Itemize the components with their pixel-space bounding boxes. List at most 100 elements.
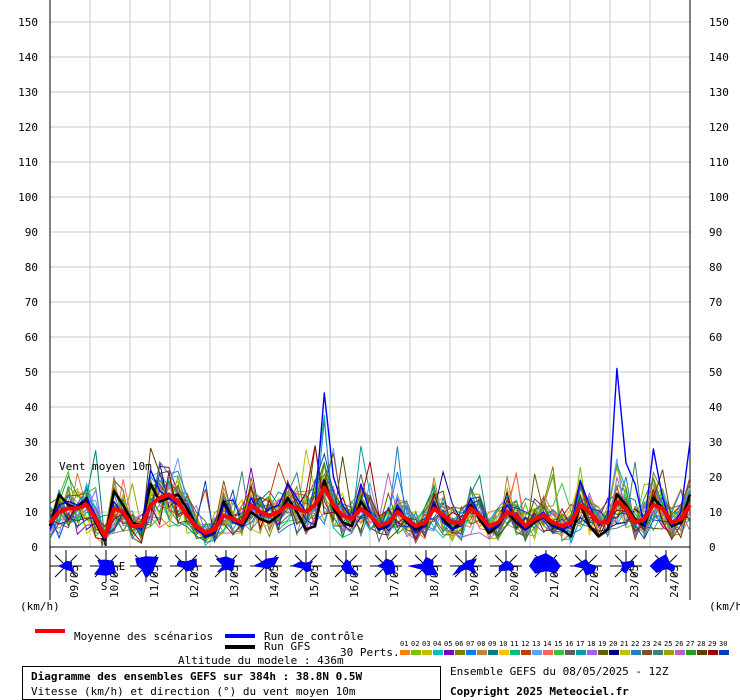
run-info: Ensemble GEFS du 08/05/2025 - 12Z xyxy=(450,665,669,678)
perturbation-id: 06 xyxy=(455,640,464,648)
perturbation-swatch xyxy=(554,650,564,655)
perturbation-id: 24 xyxy=(653,640,662,648)
perturbation-swatch xyxy=(609,650,619,655)
perturbation-swatch xyxy=(675,650,685,655)
perturbation-swatch xyxy=(411,650,421,655)
perturbation-swatch xyxy=(620,650,630,655)
perturbation-id: 13 xyxy=(532,640,541,648)
y-tick-right: 100 xyxy=(709,191,729,204)
y-tick-right: 70 xyxy=(709,296,722,309)
perturbation-swatch xyxy=(642,650,652,655)
y-tick-left: 120 xyxy=(18,121,38,134)
y-tick-left: 60 xyxy=(25,331,38,344)
wind-rose xyxy=(490,550,522,582)
wind-rose xyxy=(370,550,402,582)
perturbation-id: 21 xyxy=(620,640,629,648)
perturbation-swatch xyxy=(697,650,707,655)
wind-rose xyxy=(450,550,482,582)
perturbation-id: 04 xyxy=(433,640,442,648)
y-tick-right: 60 xyxy=(709,331,722,344)
perturbation-swatch xyxy=(664,650,674,655)
chart-title: Diagramme des ensembles GEFS sur 384h : … xyxy=(31,670,363,683)
wind-rose xyxy=(290,550,322,582)
perturbation-swatch xyxy=(708,650,718,655)
altitude-label: Altitude du modele : 436m xyxy=(178,654,344,667)
chart-subtitle: Vitesse (km/h) et direction (°) du vent … xyxy=(31,685,356,698)
compass-letter: S xyxy=(101,580,108,593)
wind-rose xyxy=(210,550,242,582)
x-tick-label: 09/05 xyxy=(68,565,81,598)
y-tick-right: 140 xyxy=(709,51,729,64)
perturbation-swatch xyxy=(466,650,476,655)
wind-rose xyxy=(570,550,602,582)
y-tick-right: 50 xyxy=(709,366,722,379)
perturbation-swatch xyxy=(455,650,465,655)
wind-rose xyxy=(649,550,682,582)
perturbation-id: 29 xyxy=(708,640,717,648)
y-tick-right: 0 xyxy=(709,541,716,554)
y-tick-left: 150 xyxy=(18,16,38,29)
perturbation-swatch xyxy=(631,650,641,655)
perturbation-id: 16 xyxy=(565,640,574,648)
y-tick-left: 140 xyxy=(18,51,38,64)
perturbation-swatch xyxy=(576,650,586,655)
perturbation-id: 09 xyxy=(488,640,497,648)
perturbation-swatch xyxy=(499,650,509,655)
y-tick-left: 80 xyxy=(25,261,38,274)
perturbation-id: 30 xyxy=(719,640,728,648)
x-tick-label: 23/05 xyxy=(628,565,641,598)
perturbation-id: 14 xyxy=(543,640,552,648)
chart-grid xyxy=(49,0,691,600)
series-inside-label: Vent moyen 10m xyxy=(59,460,152,473)
wind-rose xyxy=(610,550,642,582)
y-tick-right: 10 xyxy=(709,506,722,519)
perturbation-id: 18 xyxy=(587,640,596,648)
x-tick-label: 24/05 xyxy=(668,565,681,598)
series-line xyxy=(49,367,691,541)
main-series xyxy=(48,367,692,542)
x-tick-label: 15/05 xyxy=(308,565,321,598)
perturbation-id: 17 xyxy=(576,640,585,648)
perturbation-swatch xyxy=(587,650,597,655)
perturbation-line xyxy=(49,445,691,544)
wind-rose xyxy=(50,550,82,582)
perturbation-count: 30 Perts. xyxy=(340,646,400,659)
wind-rose xyxy=(250,550,282,582)
y-tick-right: 30 xyxy=(709,436,722,449)
y-tick-right: 90 xyxy=(709,226,722,239)
wind-roses: NES xyxy=(50,536,682,593)
perturbation-id: 12 xyxy=(521,640,530,648)
perturbation-id: 27 xyxy=(686,640,695,648)
perturbation-swatch xyxy=(477,650,487,655)
y-tick-left: 10 xyxy=(25,506,38,519)
perturbation-swatch xyxy=(719,650,729,655)
x-tick-label: 20/05 xyxy=(508,565,521,598)
wind-rose xyxy=(408,550,442,582)
y-tick-right: 20 xyxy=(709,471,722,484)
wind-rose xyxy=(528,550,562,582)
y-tick-left: 70 xyxy=(25,296,38,309)
perturbation-id: 22 xyxy=(631,640,640,648)
perturbation-id: 25 xyxy=(664,640,673,648)
y-tick-left: 130 xyxy=(18,86,38,99)
y-tick-left: 50 xyxy=(25,366,38,379)
y-tick-right: 80 xyxy=(709,261,722,274)
perturbation-id: 01 xyxy=(400,640,409,648)
x-tick-label: 21/05 xyxy=(548,565,561,598)
perturbation-swatch xyxy=(400,650,410,655)
y-tick-left: 30 xyxy=(25,436,38,449)
perturbation-swatch xyxy=(565,650,575,655)
perturbation-swatch xyxy=(510,650,520,655)
x-tick-label: 12/05 xyxy=(188,565,201,598)
right-axis-unit: (km/h) xyxy=(709,600,740,613)
perturbation-id: 11 xyxy=(510,640,519,648)
perturbation-swatch xyxy=(422,650,432,655)
perturbation-swatch xyxy=(444,650,454,655)
perturbation-id: 26 xyxy=(675,640,684,648)
compass-letter: N xyxy=(101,536,108,549)
wind-rose xyxy=(130,550,162,582)
x-axis-ticks: 09/05 10/05 11/05 12/05 13/05 14/05 15/05 16/05… xyxy=(68,565,681,598)
y-tick-right: 40 xyxy=(709,401,722,414)
perturbation-swatch xyxy=(521,650,531,655)
